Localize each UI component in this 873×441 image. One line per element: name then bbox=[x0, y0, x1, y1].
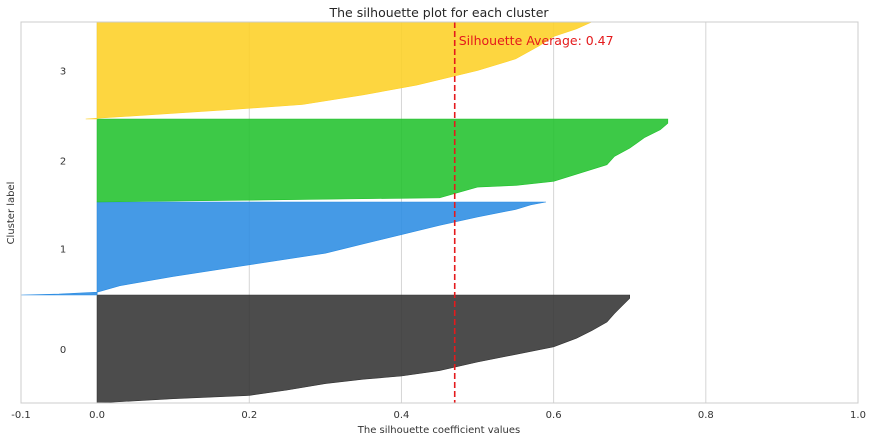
x-axis-label: The silhouette coefficient values bbox=[357, 425, 521, 436]
cluster-labels: 0 1 2 3 bbox=[60, 67, 66, 357]
plot-frame bbox=[20, 21, 859, 404]
chart-title: The silhouette plot for each cluster bbox=[328, 5, 549, 20]
cluster-band-2 bbox=[96, 118, 669, 203]
cluster-band-1 bbox=[20, 201, 547, 296]
cluster-label-3: 3 bbox=[60, 67, 66, 78]
x-tick-label: 0.2 bbox=[241, 410, 257, 421]
x-tick-label: 0.8 bbox=[698, 410, 714, 421]
x-tick-label: 0.0 bbox=[89, 410, 105, 421]
cluster-label-1: 1 bbox=[60, 245, 66, 256]
x-tick-label: -0.1 bbox=[11, 410, 31, 421]
average-label: Silhouette Average: 0.47 bbox=[459, 33, 614, 48]
cluster-band-0 bbox=[96, 294, 630, 404]
cluster-band-3 bbox=[85, 21, 592, 120]
cluster-label-2: 2 bbox=[60, 157, 66, 168]
x-tick-label: 0.6 bbox=[546, 410, 562, 421]
cluster-bands bbox=[20, 21, 669, 404]
y-axis-label: Cluster label bbox=[6, 182, 17, 245]
x-tick-label: 0.4 bbox=[394, 410, 410, 421]
x-tick-labels: -0.1 0.0 0.2 0.4 0.6 0.8 1.0 bbox=[11, 410, 866, 421]
x-tick-label: 1.0 bbox=[850, 410, 866, 421]
cluster-label-0: 0 bbox=[60, 345, 66, 356]
